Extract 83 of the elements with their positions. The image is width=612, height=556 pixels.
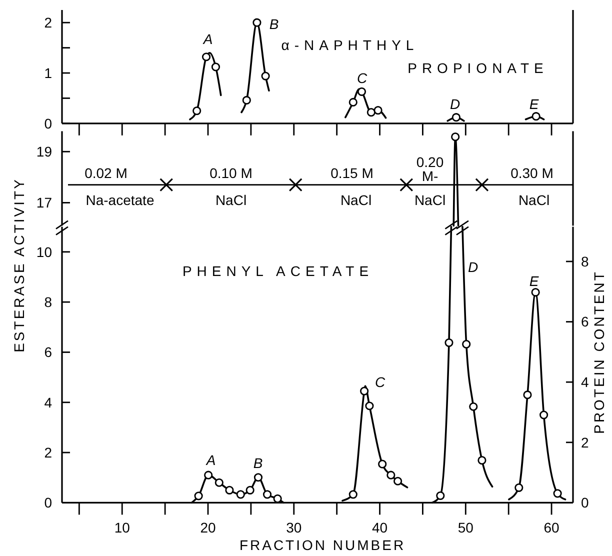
y-tick-label: 4 [44, 394, 52, 410]
point [357, 87, 366, 96]
point [236, 490, 245, 499]
annotation: M- [422, 168, 438, 184]
annotation: NaCl [518, 192, 550, 208]
x-tick-label: 30 [286, 520, 302, 536]
point [365, 402, 374, 410]
y2-tick-label: 4 [581, 374, 589, 390]
y-tick-label: 2 [44, 444, 52, 460]
annotation: B [269, 16, 279, 32]
point [273, 494, 282, 503]
point [214, 478, 224, 487]
y2-axis-title: PROTEIN CONTENT [591, 270, 607, 434]
y2-tick-label: 8 [581, 253, 589, 270]
x-tick-label: 60 [544, 520, 560, 536]
point [242, 96, 251, 105]
point [252, 18, 262, 27]
point [523, 390, 532, 400]
point [469, 402, 478, 411]
annotation: NaCl [414, 192, 446, 208]
point [394, 476, 402, 486]
annotation: 0.30 M [510, 164, 554, 181]
annotation: E [529, 272, 540, 289]
point [444, 338, 454, 347]
point [452, 113, 460, 122]
x-tick-label: 10 [114, 520, 130, 536]
point [202, 52, 211, 62]
point [204, 470, 213, 480]
annotation: NaCl [215, 192, 247, 208]
point [246, 486, 254, 494]
point [436, 491, 445, 500]
y-tick-label: 10 [36, 244, 52, 260]
point [553, 489, 562, 498]
y-tick-label: 1 [44, 64, 52, 81]
y-axis-title: ESTERASE ACTIVITY [11, 178, 27, 352]
y-tick-label: 0 [44, 115, 52, 132]
point [225, 486, 234, 494]
point [348, 490, 358, 499]
point [514, 483, 524, 492]
point [532, 112, 540, 121]
y-tick-label: 8 [44, 294, 52, 310]
annotation: D [468, 258, 478, 275]
text: PHENYL ACETATE [182, 263, 374, 279]
y2-tick-label: 2 [581, 434, 589, 450]
point [211, 62, 220, 72]
annotation: 0.02 M [84, 164, 128, 181]
y2-tick-label: 0 [581, 494, 589, 511]
y-tick-label: 6 [44, 344, 52, 360]
point [378, 460, 387, 468]
y-tick-label: 19 [36, 144, 52, 160]
x-tick-label: 20 [200, 520, 216, 536]
annotation: A [202, 30, 213, 47]
x-axis-title: FRACTION NUMBER [239, 537, 406, 553]
point [194, 492, 203, 500]
y-tick-label: 2 [44, 14, 52, 30]
point [366, 108, 376, 117]
point [192, 106, 202, 116]
point [478, 456, 486, 465]
annotation: A [205, 452, 216, 468]
annotation: E [529, 96, 540, 112]
y2-tick-label: 6 [581, 314, 589, 330]
point [360, 386, 369, 396]
annotation: 0.20 [416, 154, 444, 170]
point [261, 72, 270, 80]
y-tick-label: 0 [44, 494, 52, 511]
point [254, 473, 263, 482]
point [374, 106, 382, 115]
annotation: B [253, 454, 263, 471]
y-tick-label: 17 [36, 194, 52, 211]
annotation: C [374, 374, 386, 390]
x-tick-label: 50 [458, 520, 474, 536]
annotation: Na-acetate [86, 192, 154, 208]
point [540, 410, 548, 420]
annotation: NaCl [340, 192, 372, 208]
annotation: D [450, 96, 460, 112]
annotation: 0.10 M [210, 164, 252, 181]
point [348, 98, 358, 107]
annotation: 0.15 M [330, 164, 374, 181]
point [462, 340, 471, 348]
point [531, 288, 540, 297]
point [386, 470, 396, 480]
x-tick-label: 40 [372, 520, 388, 536]
point [262, 490, 272, 499]
